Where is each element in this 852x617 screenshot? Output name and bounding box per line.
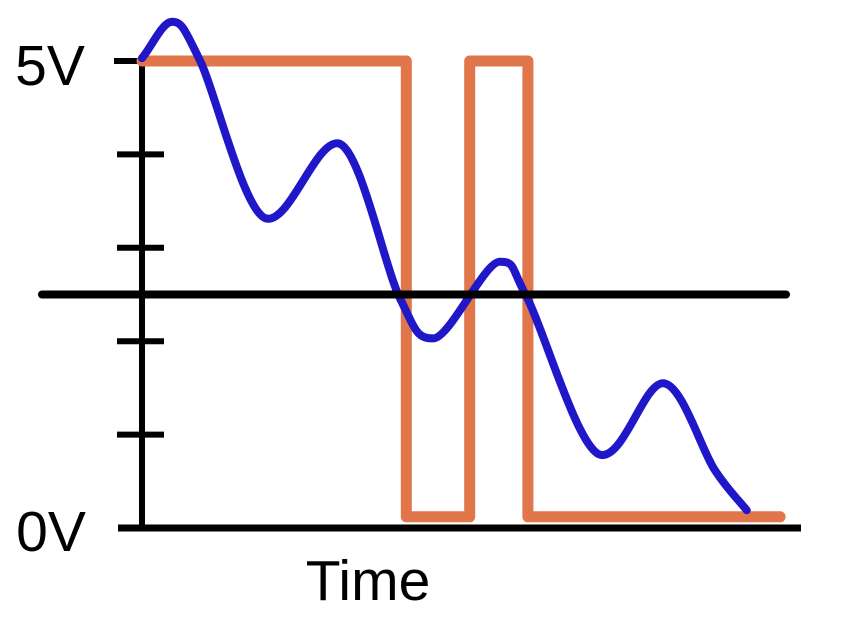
digital-signal-curve (136, 55, 786, 523)
y-axis-label-0v: 0V (16, 500, 86, 564)
analog-signal-curve (138, 17, 751, 515)
y-axis-label-5v: 5V (15, 34, 85, 98)
y-axis-ticks (114, 58, 164, 438)
x-axis-label: Time (306, 549, 431, 613)
